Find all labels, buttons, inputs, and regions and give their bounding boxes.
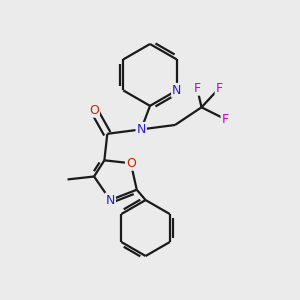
Text: O: O bbox=[89, 104, 99, 117]
Text: F: F bbox=[221, 112, 229, 126]
Text: N: N bbox=[136, 123, 146, 136]
Text: F: F bbox=[216, 82, 223, 95]
Text: N: N bbox=[106, 194, 115, 207]
Text: N: N bbox=[172, 84, 182, 97]
Text: O: O bbox=[126, 157, 136, 170]
Text: F: F bbox=[194, 82, 201, 95]
